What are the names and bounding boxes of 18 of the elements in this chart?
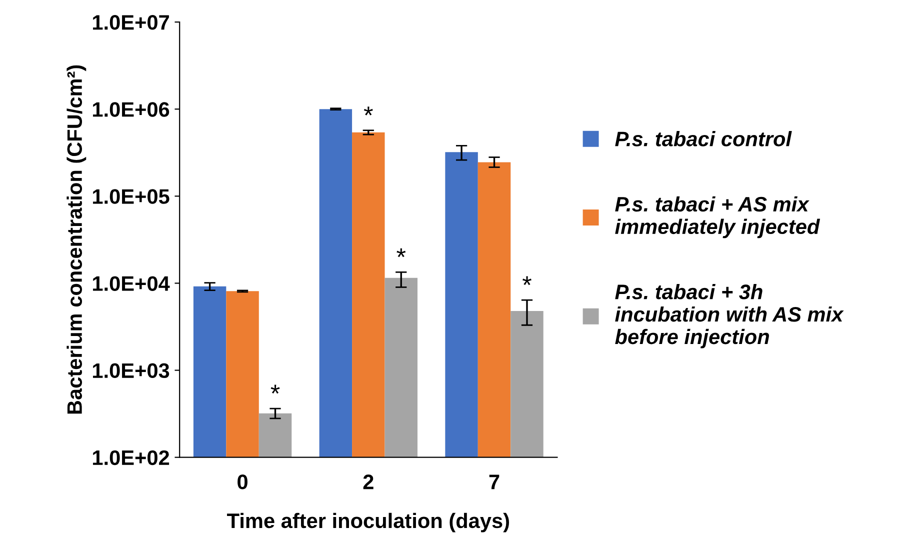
y-tick-label: 1.0E+05: [92, 189, 170, 204]
y-tick-label: 1.0E+06: [92, 102, 170, 117]
y-axis-title: Bacterium concentration (CFU/cm²): [66, 65, 86, 414]
data-label: *: [522, 276, 532, 286]
y-tick-label: 1.0E+03: [92, 363, 170, 378]
x-tick-label: 2: [363, 474, 374, 490]
data-label: *: [396, 248, 406, 258]
x-tick-label: 0: [238, 474, 248, 490]
x-axis-title: Time after inoculation (days): [227, 512, 509, 532]
x-tick-label: 7: [489, 474, 500, 490]
y-tick-label: 1.0E+04: [92, 276, 170, 291]
y-tick-label: 1.0E+07: [92, 15, 169, 30]
y-tick-label: 1.0E+02: [92, 450, 170, 466]
legend-label: P.s. tabaci + AS mix immediately injected: [615, 196, 820, 238]
legend-label: P.s. tabaci control: [615, 131, 792, 146]
legend-label: P.s. tabaci + 3h incubation with AS mix before injection: [615, 284, 844, 348]
data-label: *: [270, 384, 280, 394]
data-label: *: [364, 106, 373, 116]
